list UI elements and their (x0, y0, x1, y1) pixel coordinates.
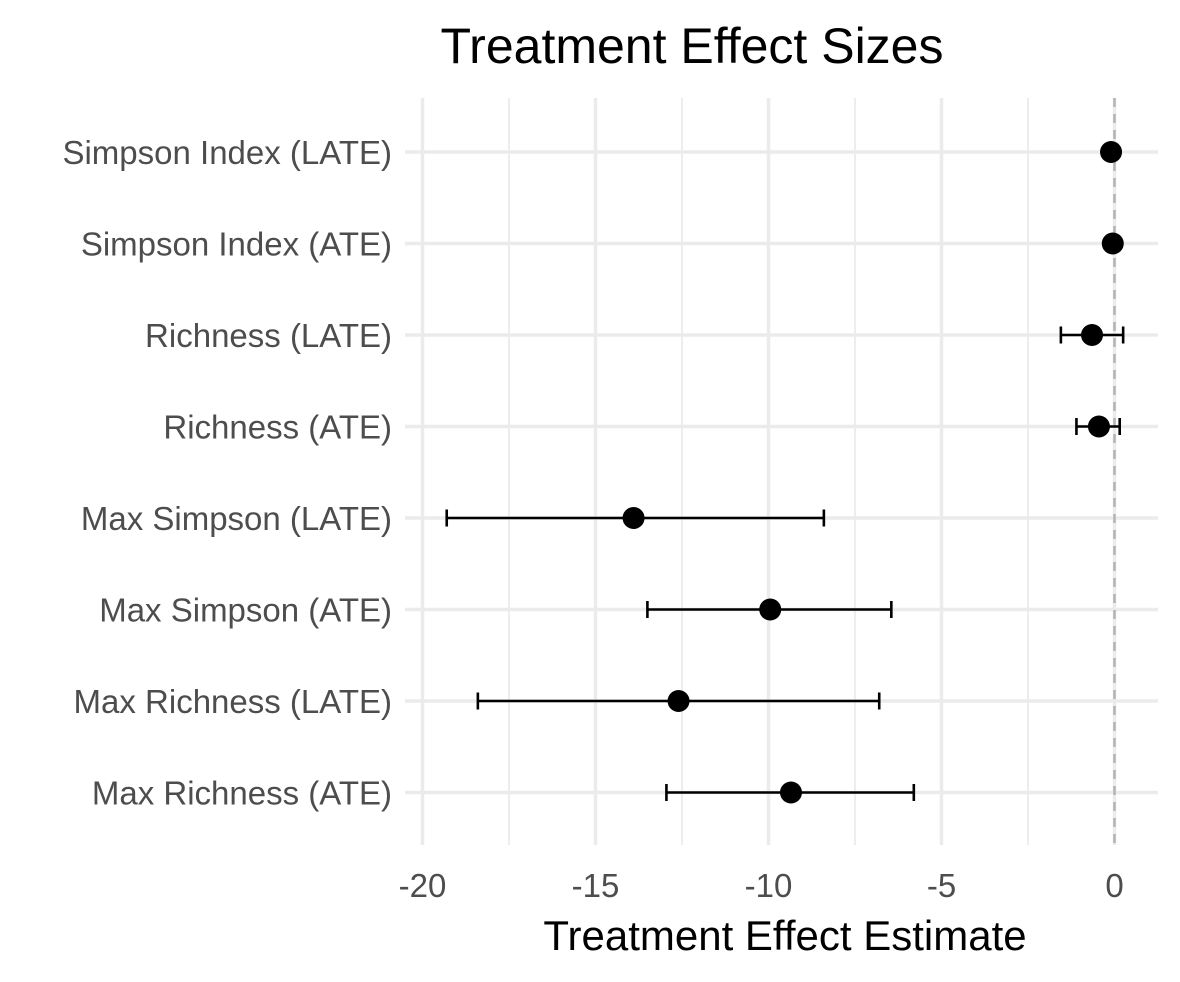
grid (405, 98, 1158, 845)
x-tick-label: -10 (745, 867, 793, 904)
y-tick-label: Max Richness (ATE) (92, 775, 392, 812)
y-tick-label: Max Richness (LATE) (74, 683, 392, 720)
chart-title: Treatment Effect Sizes (441, 18, 944, 74)
x-tick-label: -5 (927, 867, 956, 904)
estimate-point (779, 781, 802, 804)
y-tick-label: Max Simpson (ATE) (99, 592, 392, 629)
y-axis-tick-labels: Simpson Index (LATE) Simpson Index (ATE) R… (62, 134, 392, 812)
estimate-point (1081, 324, 1104, 346)
x-axis-title: Treatment Effect Estimate (543, 912, 1026, 959)
estimate-point (1101, 232, 1124, 255)
y-tick-label: Richness (ATE) (163, 409, 392, 446)
y-tick-label: Simpson Index (ATE) (81, 226, 392, 263)
x-axis-tick-labels: -20 -15 -10 -5 0 (399, 867, 1124, 904)
data-series (445, 141, 1125, 804)
y-tick-label: Simpson Index (LATE) (62, 134, 392, 171)
estimate-point (1087, 415, 1110, 438)
estimate-point (667, 690, 690, 712)
y-tick-label: Max Simpson (LATE) (81, 500, 392, 537)
estimate-point (759, 598, 782, 621)
estimate-point (1100, 141, 1123, 163)
x-tick-label: -20 (399, 867, 447, 904)
x-tick-label: -15 (572, 867, 620, 904)
estimate-point (622, 507, 645, 529)
x-tick-label: 0 (1105, 867, 1123, 904)
y-tick-label: Richness (LATE) (145, 317, 392, 354)
